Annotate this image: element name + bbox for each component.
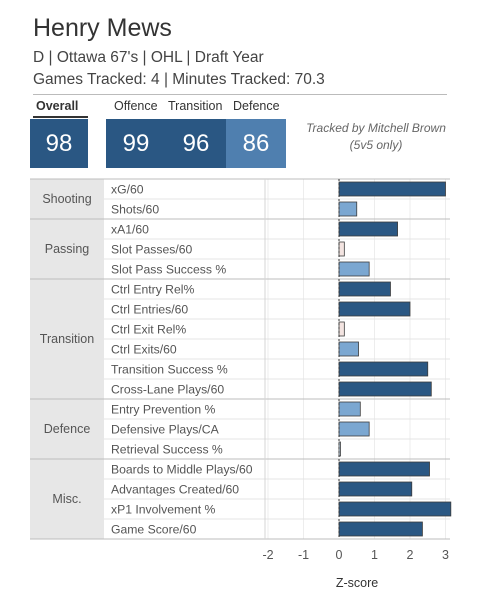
bar bbox=[338, 401, 361, 417]
bar bbox=[338, 301, 411, 317]
bar bbox=[338, 181, 446, 197]
category-label: Passing bbox=[45, 242, 90, 256]
player-name: Henry Mews bbox=[33, 14, 172, 42]
bar bbox=[338, 241, 345, 257]
transition-score: 96 bbox=[166, 119, 226, 168]
category-cell bbox=[30, 399, 104, 459]
x-tick-label: 3 bbox=[442, 548, 449, 562]
category-cell bbox=[30, 279, 104, 399]
header-divider bbox=[33, 94, 447, 95]
overall-score: 98 bbox=[30, 119, 88, 168]
overall-label: Overall bbox=[36, 99, 79, 113]
overall-underline bbox=[33, 116, 88, 118]
bar bbox=[338, 261, 370, 277]
metric-label: Entry Prevention % bbox=[111, 403, 215, 417]
games-tracked: Games Tracked: 4 | Minutes Tracked: 70.3 bbox=[33, 71, 325, 88]
offence-label: Offence bbox=[114, 99, 158, 113]
bar bbox=[338, 521, 423, 537]
category-label: Misc. bbox=[52, 492, 81, 506]
bar bbox=[338, 281, 391, 297]
category-cell bbox=[30, 459, 104, 539]
metric-label: Shots/60 bbox=[111, 203, 159, 217]
x-tick-label: 1 bbox=[371, 548, 378, 562]
metric-label: xA1/60 bbox=[111, 223, 149, 237]
x-axis-title: Z-score bbox=[336, 576, 378, 590]
bar bbox=[338, 461, 430, 477]
category-label: Defence bbox=[44, 422, 91, 436]
metric-label: Boards to Middle Plays/60 bbox=[111, 463, 253, 477]
category-cell bbox=[30, 179, 104, 219]
metric-label: Game Score/60 bbox=[111, 523, 197, 537]
x-tick-label: 0 bbox=[336, 548, 343, 562]
bar bbox=[338, 221, 398, 237]
defence-label: Defence bbox=[233, 99, 280, 113]
metric-label: Retrieval Success % bbox=[111, 443, 223, 457]
category-label: Shooting bbox=[42, 192, 91, 206]
tracker-note: (5v5 only) bbox=[349, 138, 403, 152]
metric-label: Slot Pass Success % bbox=[111, 263, 226, 277]
metric-label: xG/60 bbox=[111, 183, 144, 197]
metric-label: Cross-Lane Plays/60 bbox=[111, 383, 224, 397]
bar bbox=[338, 361, 429, 377]
metric-label: Ctrl Exit Rel% bbox=[111, 323, 186, 337]
metric-label: Ctrl Exits/60 bbox=[111, 343, 177, 357]
metric-label: Ctrl Entry Rel% bbox=[111, 283, 194, 297]
offence-score: 99 bbox=[106, 119, 166, 168]
x-tick-label: -2 bbox=[262, 548, 273, 562]
category-label: Transition bbox=[40, 332, 94, 346]
bar bbox=[338, 421, 370, 437]
x-tick-label: 2 bbox=[407, 548, 414, 562]
metric-label: Ctrl Entries/60 bbox=[111, 303, 188, 317]
metric-label: xP1 Involvement % bbox=[111, 503, 215, 517]
bar bbox=[338, 381, 432, 397]
bar bbox=[338, 481, 413, 497]
defence-score: 86 bbox=[226, 119, 286, 168]
bar bbox=[338, 201, 358, 217]
bar bbox=[338, 321, 345, 337]
metric-label: Defensive Plays/CA bbox=[111, 423, 220, 437]
category-cell bbox=[30, 219, 104, 279]
transition-label: Transition bbox=[168, 99, 223, 113]
player-info: D | Ottawa 67's | OHL | Draft Year bbox=[33, 49, 264, 66]
x-tick-label: -1 bbox=[298, 548, 309, 562]
metric-label: Advantages Created/60 bbox=[111, 483, 239, 497]
metric-label: Slot Passes/60 bbox=[111, 243, 193, 257]
tracker-credit: Tracked by Mitchell Brown bbox=[306, 121, 446, 135]
bar bbox=[338, 341, 359, 357]
metric-label: Transition Success % bbox=[111, 363, 228, 377]
bar bbox=[338, 501, 452, 517]
